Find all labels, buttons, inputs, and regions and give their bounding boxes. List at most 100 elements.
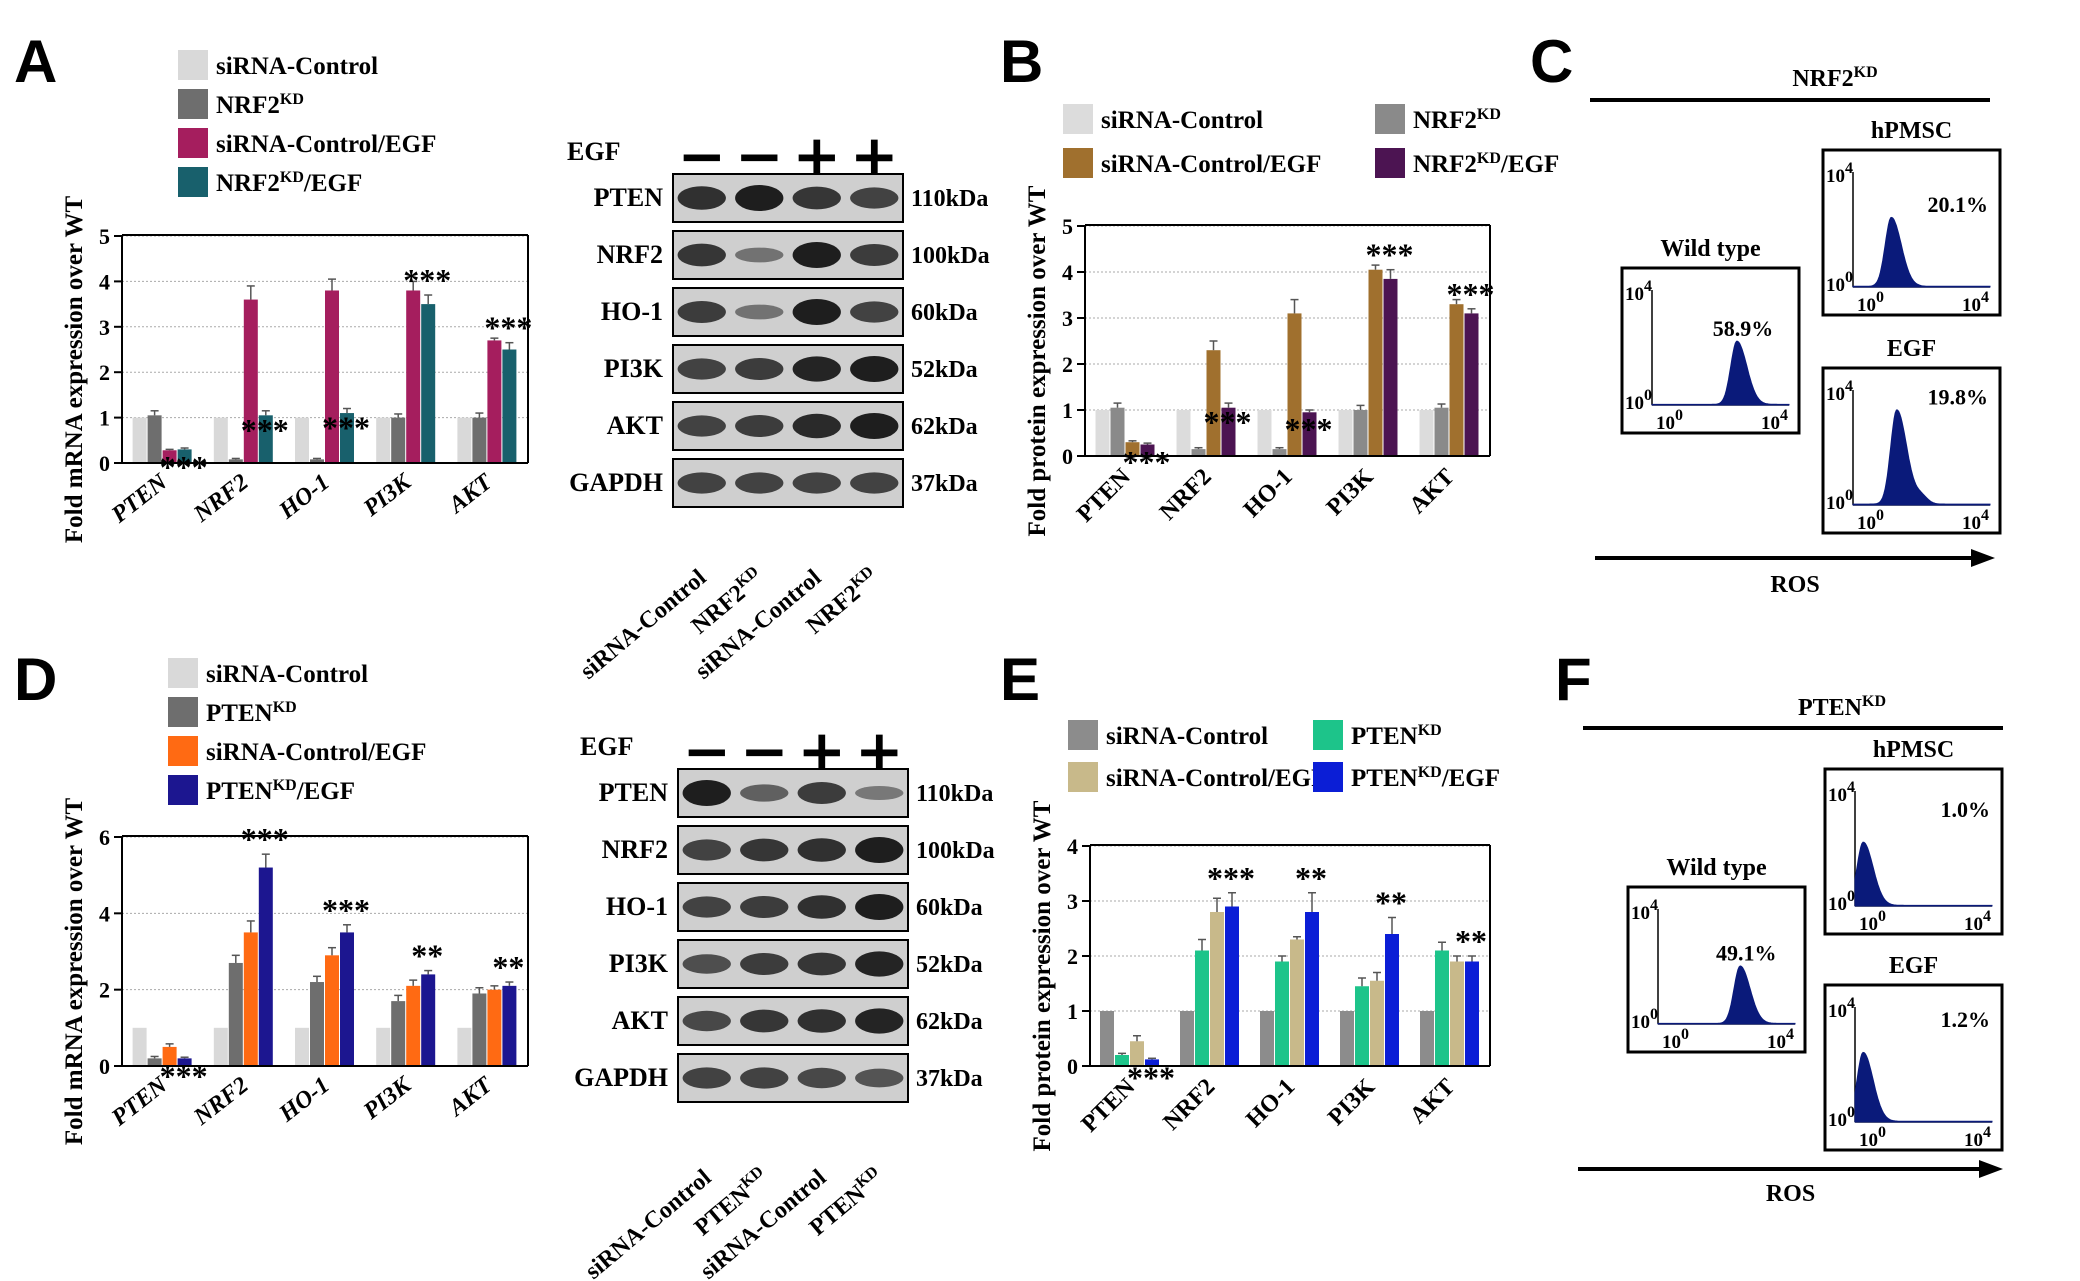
- bar-a: [376, 417, 391, 463]
- bar-d: [132, 1027, 147, 1066]
- blot-kda-label-a: 110kDa: [911, 186, 988, 212]
- blot-band-d: [740, 784, 789, 802]
- flow-tick-label-f: 100: [1662, 1026, 1689, 1053]
- bar-b: [1221, 407, 1236, 456]
- blot-band-d: [797, 1009, 846, 1033]
- flow-tick-label-c: 104: [1761, 407, 1788, 434]
- blot-row-label-d: HO-1: [606, 892, 668, 921]
- bar-d: [258, 867, 273, 1066]
- flow-header-c: NRF2KD: [1792, 64, 1877, 92]
- bar-e: [1355, 986, 1369, 1066]
- blot-row-label-d: GAPDH: [574, 1063, 668, 1092]
- legend-label-b: siRNA-Control/EGF: [1101, 151, 1321, 178]
- bar-e: [1195, 950, 1209, 1066]
- legend-label-a: siRNA-Control: [216, 53, 378, 80]
- bar-b: [1110, 407, 1125, 456]
- significance-label-d: **: [411, 938, 443, 974]
- flow-plot-title-f: hPMSC: [1873, 737, 1954, 763]
- flow-tick-label-c: 100: [1826, 487, 1853, 514]
- blot-kda-label-a: 37kDa: [911, 471, 978, 497]
- flow-tick-label-c: 100: [1857, 289, 1884, 316]
- significance-label-b: ***: [1447, 276, 1495, 312]
- bar-b: [1383, 278, 1398, 456]
- significance-label-b: ***: [1366, 237, 1414, 273]
- bar-b: [1302, 412, 1317, 456]
- blot-band-a: [677, 301, 726, 323]
- flow-tick-label-f: 104: [1767, 1026, 1794, 1053]
- blot-band-d: [740, 1009, 789, 1033]
- legend-label-b: NRF2KD/EGF: [1413, 150, 1559, 178]
- y-tick-label-d: 2: [99, 978, 110, 1003]
- significance-label-d: **: [492, 949, 524, 985]
- bar-e: [1290, 939, 1304, 1066]
- panel-letter-e: E: [1000, 646, 1040, 713]
- blot-band-d: [740, 838, 789, 862]
- legend-label-b: siRNA-Control: [1101, 107, 1263, 134]
- bar-e: [1450, 961, 1464, 1066]
- flow-tick-label-f: 104: [1964, 908, 1991, 935]
- flow-header-f: PTENKD: [1798, 693, 1886, 721]
- blot-kda-label-a: 100kDa: [911, 243, 990, 269]
- flow-tick-label-c: 100: [1826, 269, 1853, 296]
- blot-band-a: [677, 243, 726, 267]
- blot-band-d: [682, 1067, 731, 1089]
- bar-b: [1338, 410, 1353, 456]
- significance-label-e: **: [1375, 885, 1407, 921]
- legend-swatch-b: [1375, 104, 1405, 134]
- legend-label-d: PTENKD/EGF: [206, 777, 355, 805]
- blot-kda-label-d: 100kDa: [916, 838, 995, 864]
- y-tick-label-e: 3: [1067, 889, 1078, 914]
- y-axis-title-a: Fold mRNA expression over WT: [61, 196, 88, 544]
- flow-histogram-c: [1852, 216, 1991, 288]
- bar-e: [1225, 906, 1239, 1066]
- blot-band-d: [797, 782, 846, 804]
- panel-letter-f: F: [1555, 646, 1592, 713]
- blot-kda-label-d: 52kDa: [916, 952, 983, 978]
- bar-b: [1434, 407, 1449, 456]
- y-tick-label-b: 1: [1062, 398, 1073, 423]
- bar-d: [325, 955, 339, 1066]
- flow-plot-title-c: EGF: [1887, 336, 1936, 362]
- flow-tick-label-c: 100: [1656, 407, 1683, 434]
- significance-label-a: ***: [160, 449, 208, 485]
- blot-band-a: [792, 242, 841, 268]
- flow-percent-label-c: 19.8%: [1928, 385, 1989, 410]
- y-tick-label-a: 3: [99, 315, 110, 340]
- y-tick-label-b: 3: [1062, 306, 1073, 331]
- blot-row-label-a: HO-1: [601, 297, 663, 326]
- legend-swatch-e: [1068, 762, 1098, 792]
- flow-percent-label-f: 1.2%: [1941, 1007, 1991, 1032]
- legend-swatch-d: [168, 658, 198, 688]
- chart-panel-b: 012345***PTEN***NRF2***HO-1***PI3K***AKT…: [1024, 104, 1559, 536]
- bar-d: [177, 1058, 192, 1066]
- bar-d: [472, 993, 487, 1066]
- flow-tick-label-f: 104: [1828, 995, 1855, 1022]
- blot-band-a: [735, 185, 784, 211]
- blot-kda-label-d: 62kDa: [916, 1009, 983, 1035]
- bar-d: [487, 989, 502, 1066]
- blot-band-a: [850, 187, 899, 209]
- flow-tick-label-f: 100: [1631, 1006, 1658, 1033]
- bar-a: [325, 290, 339, 463]
- legend-swatch-a: [178, 128, 208, 158]
- blot-band-d: [855, 837, 904, 863]
- blot-band-d: [682, 1010, 731, 1032]
- bar-e: [1145, 1059, 1159, 1066]
- significance-label-e: **: [1455, 923, 1487, 959]
- blot-band-a: [735, 472, 784, 494]
- blot-band-d: [797, 895, 846, 919]
- bar-a: [340, 413, 354, 463]
- blot-band-a: [735, 304, 784, 320]
- flow-tick-label-f: 104: [1828, 779, 1855, 806]
- bar-b: [1419, 410, 1434, 456]
- significance-label-b: ***: [1204, 404, 1252, 440]
- flow-tick-label-c: 100: [1857, 507, 1884, 534]
- blot-band-d: [855, 951, 904, 977]
- blot-row-label-a: NRF2: [597, 240, 663, 269]
- bar-e: [1275, 961, 1289, 1066]
- flow-tick-label-c: 104: [1625, 278, 1652, 305]
- blot-kda-label-d: 110kDa: [916, 781, 993, 807]
- blot-band-a: [792, 356, 841, 382]
- legend-label-e: siRNA-Control: [1106, 723, 1268, 750]
- flow-tick-label-f: 100: [1828, 1104, 1855, 1131]
